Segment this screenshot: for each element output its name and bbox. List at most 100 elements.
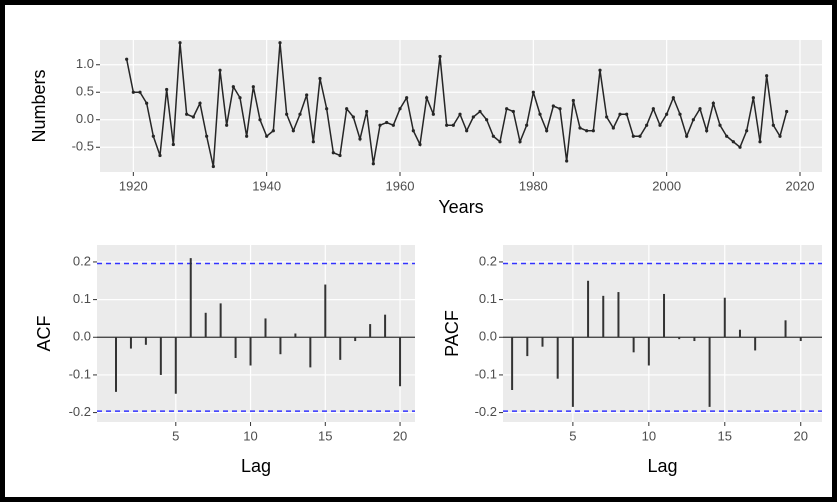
- y-tick-label: 0.2: [479, 253, 497, 268]
- point: [778, 134, 782, 138]
- point: [218, 68, 222, 72]
- point: [185, 112, 189, 116]
- point: [705, 129, 709, 133]
- point: [751, 96, 755, 100]
- y-tick-label: -0.5: [72, 139, 94, 154]
- y-axis-label: Numbers: [29, 69, 49, 142]
- x-axis-label: Years: [438, 197, 483, 217]
- point: [331, 151, 335, 155]
- y-tick-label: -0.1: [475, 366, 497, 381]
- point: [165, 87, 169, 92]
- point: [325, 107, 329, 111]
- point: [358, 137, 362, 141]
- point: [125, 57, 129, 61]
- point: [158, 153, 162, 158]
- x-axis-label: Lag: [647, 456, 677, 476]
- point: [498, 140, 502, 144]
- x-tick-label: 1920: [119, 178, 148, 193]
- x-tick-label: 10: [243, 428, 257, 443]
- point: [611, 126, 615, 130]
- point: [151, 134, 155, 138]
- x-tick-label: 2000: [652, 178, 681, 193]
- point: [578, 126, 582, 130]
- point: [531, 90, 535, 94]
- point: [665, 112, 669, 116]
- point: [478, 109, 482, 114]
- x-tick-label: 1940: [252, 178, 281, 193]
- point: [538, 112, 542, 116]
- y-tick-label: -0.1: [69, 366, 91, 381]
- point: [345, 107, 349, 111]
- point: [605, 115, 609, 119]
- x-tick-label: 15: [318, 428, 332, 443]
- point: [391, 123, 395, 127]
- point: [718, 123, 722, 127]
- y-tick-label: -0.2: [475, 404, 497, 419]
- point: [145, 101, 149, 105]
- point: [378, 123, 382, 127]
- point: [738, 145, 742, 149]
- point: [318, 76, 322, 81]
- y-tick-label: 0.0: [76, 111, 94, 126]
- point: [758, 140, 762, 144]
- x-tick-label: 10: [642, 428, 656, 443]
- point: [265, 134, 269, 138]
- point: [365, 109, 369, 114]
- point: [658, 123, 662, 127]
- plot-background: [100, 40, 822, 172]
- y-tick-label: 0.0: [73, 329, 91, 344]
- point: [465, 129, 469, 133]
- point: [351, 115, 355, 119]
- point: [171, 142, 175, 147]
- point: [338, 153, 342, 158]
- x-tick-label: 5: [172, 428, 179, 443]
- point: [491, 134, 495, 138]
- point: [438, 54, 442, 59]
- point: [671, 96, 675, 100]
- point: [731, 140, 735, 144]
- point: [691, 118, 695, 122]
- point: [371, 162, 375, 166]
- point: [591, 129, 595, 133]
- y-tick-label: 0.5: [76, 84, 94, 99]
- point: [198, 101, 202, 105]
- point: [511, 109, 515, 114]
- point: [258, 118, 262, 122]
- point: [451, 123, 455, 127]
- point: [685, 134, 689, 138]
- point: [711, 101, 715, 105]
- point: [298, 112, 302, 116]
- point: [211, 164, 215, 169]
- point: [678, 112, 682, 116]
- series-line: [125, 42, 788, 167]
- plot-background: [503, 245, 822, 422]
- x-tick-label: 1960: [386, 178, 415, 193]
- point: [405, 96, 409, 100]
- point: [585, 129, 589, 133]
- point: [291, 129, 295, 133]
- x-tick-label: 1980: [519, 178, 548, 193]
- point: [725, 134, 729, 138]
- point: [505, 107, 509, 111]
- point: [545, 129, 549, 133]
- x-tick-label: 2020: [786, 178, 815, 193]
- point: [245, 134, 249, 138]
- point: [485, 118, 489, 122]
- point: [745, 129, 749, 133]
- y-tick-label: 0.2: [73, 253, 91, 268]
- x-tick-label: 20: [393, 428, 407, 443]
- point: [425, 96, 429, 100]
- point: [471, 115, 475, 119]
- point: [618, 112, 622, 116]
- point: [771, 123, 775, 127]
- point: [285, 112, 289, 116]
- y-tick-label: 0.1: [73, 291, 91, 306]
- x-tick-label: 5: [569, 428, 576, 443]
- point: [698, 107, 702, 111]
- point: [598, 68, 602, 72]
- point: [445, 123, 449, 127]
- point: [551, 104, 555, 108]
- point: [205, 134, 209, 138]
- y-axis-label: PACF: [442, 310, 462, 357]
